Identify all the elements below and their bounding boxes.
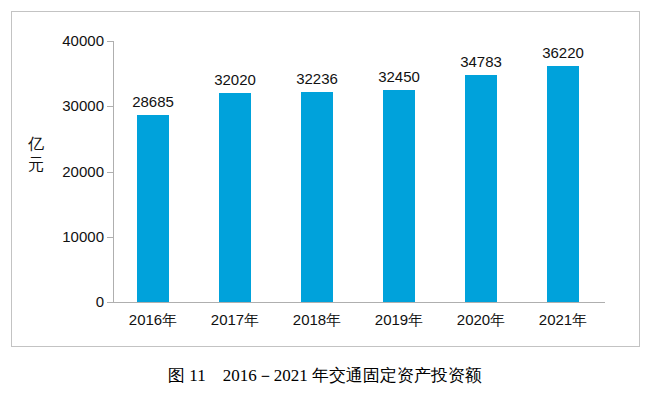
y-axis-tick-label: 20000 (44, 164, 104, 180)
x-axis-category-label: 2020年 (440, 311, 522, 329)
x-axis-category-label: 2019年 (358, 311, 440, 329)
bar-value-label: 34783 (440, 54, 522, 70)
bar-2017年 (219, 93, 251, 302)
bar-value-label: 36220 (522, 45, 604, 61)
plot-area: 0 10000 20000 30000 40000 28685 2016年 32020 2017… (12, 12, 639, 346)
y-axis-tick-label: 40000 (44, 33, 104, 49)
bar-value-label: 28685 (112, 94, 194, 110)
figure: 亿元 010000200003000040000286852016年320202… (0, 0, 650, 401)
x-axis-category-label: 2017年 (194, 311, 276, 329)
x-axis-category-label: 2021年 (522, 311, 604, 329)
chart-frame: 亿元 010000200003000040000286852016年320202… (11, 11, 640, 347)
y-axis-tick (107, 237, 113, 238)
bar-2021年 (547, 66, 579, 302)
bar-value-label: 32236 (276, 71, 358, 87)
y-axis-tick-label: 0 (44, 294, 104, 310)
y-axis-tick (107, 172, 113, 173)
x-axis-category-label: 2018年 (276, 311, 358, 329)
bar-value-label: 32450 (358, 69, 440, 85)
figure-caption: 图 11 2016－2021 年交通固定资产投资额 (0, 364, 650, 387)
x-axis-category-label: 2016年 (112, 311, 194, 329)
y-axis-tick-label: 30000 (44, 98, 104, 114)
y-axis-line (113, 41, 114, 303)
y-axis-tick (107, 302, 113, 303)
x-axis-line (113, 302, 605, 303)
bar-2018年 (301, 92, 333, 302)
y-axis-tick-label: 10000 (44, 229, 104, 245)
bar-2020年 (465, 75, 497, 302)
bar-value-label: 32020 (194, 72, 276, 88)
y-axis-tick (107, 41, 113, 42)
bar-2016年 (137, 115, 169, 302)
bar-2019年 (383, 90, 415, 302)
